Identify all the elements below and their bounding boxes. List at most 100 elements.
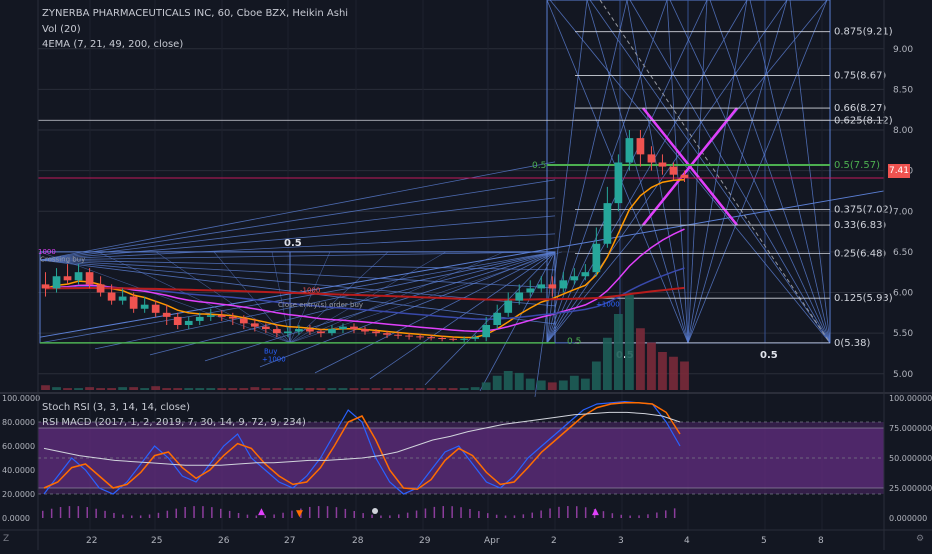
volume-bar bbox=[602, 337, 612, 390]
osc-histogram-bar bbox=[246, 514, 249, 518]
time-axis-label: 25 bbox=[151, 536, 162, 546]
volume-bar bbox=[503, 371, 513, 390]
osc-histogram-bar bbox=[611, 513, 614, 518]
osc-histogram-bar bbox=[42, 510, 44, 518]
volume-bar bbox=[239, 388, 249, 390]
price-axis-label: 9.00 bbox=[893, 45, 913, 55]
volume-bar bbox=[360, 388, 370, 390]
fan-line bbox=[687, 0, 828, 344]
ema-line bbox=[45, 267, 685, 320]
volume-bar bbox=[250, 387, 260, 390]
annotation: +1000 bbox=[262, 356, 286, 364]
osc-histogram-bar bbox=[433, 506, 436, 518]
volume-bar bbox=[206, 388, 216, 390]
candle-body bbox=[658, 162, 667, 167]
osc-histogram-bar bbox=[353, 511, 355, 518]
osc-histogram-bar bbox=[638, 515, 640, 518]
osc-histogram-bar bbox=[113, 512, 115, 518]
symbol-title[interactable]: ZYNERBA PHARMACEUTICALS INC, 60, Cboe BZ… bbox=[42, 8, 349, 19]
osc-histogram-bar bbox=[558, 506, 560, 518]
fan-line bbox=[369, 251, 556, 380]
volume-bar bbox=[74, 388, 83, 390]
fan-line bbox=[39, 179, 556, 261]
half-label: 0.5 bbox=[616, 350, 634, 361]
volume-bar bbox=[481, 382, 491, 390]
osc-histogram-bar bbox=[415, 510, 418, 518]
candle-body bbox=[217, 315, 226, 317]
stoch-legend[interactable]: Stoch RSI (3, 3, 14, 14, close) bbox=[42, 402, 190, 413]
fib-half-left: 0.5 bbox=[532, 161, 546, 171]
volume-bar bbox=[658, 352, 667, 390]
volume-bar bbox=[294, 388, 304, 390]
settings-icon[interactable]: ⚙ bbox=[916, 534, 925, 544]
candle-body bbox=[548, 284, 557, 289]
candle-body bbox=[493, 312, 502, 325]
volume-bar bbox=[514, 372, 524, 390]
fan-line bbox=[259, 251, 556, 368]
candle-body bbox=[504, 300, 513, 313]
volume-bar bbox=[327, 388, 337, 390]
osc-histogram-bar bbox=[495, 514, 498, 518]
time-axis-label: Apr bbox=[484, 536, 500, 546]
candle-body bbox=[74, 272, 83, 281]
volume-bar bbox=[261, 388, 271, 390]
ema-legend[interactable]: 4EMA (7, 21, 49, 200, close) bbox=[42, 39, 184, 50]
volume-bar bbox=[63, 388, 72, 390]
fib-label: 0.875(9.21) bbox=[834, 27, 893, 38]
candle-body bbox=[239, 318, 248, 324]
fan-line bbox=[39, 215, 556, 261]
ema-line bbox=[45, 228, 685, 333]
candle-body bbox=[669, 166, 678, 175]
half-label: 0.5 bbox=[760, 350, 778, 361]
osc-left-axis-label: 80.0000 bbox=[2, 418, 35, 427]
fan-line bbox=[39, 251, 556, 261]
candle-body bbox=[206, 315, 215, 317]
volume-bar bbox=[558, 380, 568, 390]
osc-right-axis-label: 75.000000 bbox=[889, 424, 932, 433]
fib-label: 0.125(5.93) bbox=[834, 293, 893, 304]
volume-bar bbox=[118, 387, 128, 390]
osc-right-axis-label: 100.000000 bbox=[889, 394, 932, 403]
candle-body bbox=[636, 138, 645, 155]
signal-marker: ▼ bbox=[296, 509, 303, 519]
candle-body bbox=[372, 331, 380, 334]
osc-histogram-bar bbox=[442, 506, 444, 518]
annotation: -1000 bbox=[300, 287, 320, 295]
osc-right-axis-label: 0.000000 bbox=[889, 514, 927, 523]
fan-line bbox=[749, 0, 831, 343]
osc-histogram-bar bbox=[629, 515, 631, 518]
candle-body bbox=[129, 296, 138, 309]
osc-histogram-bar bbox=[584, 507, 587, 518]
annotation: Close entry(s) order buy bbox=[278, 301, 363, 309]
timezone-button[interactable]: Z bbox=[3, 534, 10, 544]
candle-body bbox=[482, 325, 491, 338]
osc-histogram-bar bbox=[487, 513, 489, 518]
rsimacd-legend[interactable]: RSI MACD (2017, 1, 2, 2019, 7, 30, 14, 9… bbox=[42, 417, 306, 428]
candle-body bbox=[63, 276, 72, 281]
candle-body bbox=[96, 284, 105, 293]
stoch-d-line bbox=[43, 402, 681, 490]
stoch-k-line bbox=[43, 400, 681, 495]
fan-line bbox=[669, 0, 831, 344]
fan-line bbox=[666, 0, 689, 343]
volume-bar bbox=[547, 382, 557, 390]
osc-histogram-bar bbox=[122, 514, 124, 518]
osc-histogram-bar bbox=[166, 510, 169, 518]
osc-histogram-bar bbox=[193, 506, 195, 518]
time-axis-label: 27 bbox=[284, 536, 295, 546]
candle-body bbox=[339, 326, 347, 330]
volume-bar bbox=[305, 388, 315, 390]
price-axis-label: 6.00 bbox=[893, 289, 913, 299]
volume-bar bbox=[228, 388, 238, 390]
dashed-diagonal bbox=[599, 0, 831, 344]
volume-legend[interactable]: Vol (20) bbox=[42, 24, 81, 35]
osc-histogram-bar bbox=[184, 506, 186, 518]
volume-bar bbox=[492, 375, 502, 390]
candle-body bbox=[405, 335, 413, 337]
candle-body bbox=[361, 329, 369, 332]
candle-body bbox=[416, 336, 424, 338]
osc-histogram-bar bbox=[148, 514, 151, 518]
volume-bar bbox=[283, 388, 293, 390]
